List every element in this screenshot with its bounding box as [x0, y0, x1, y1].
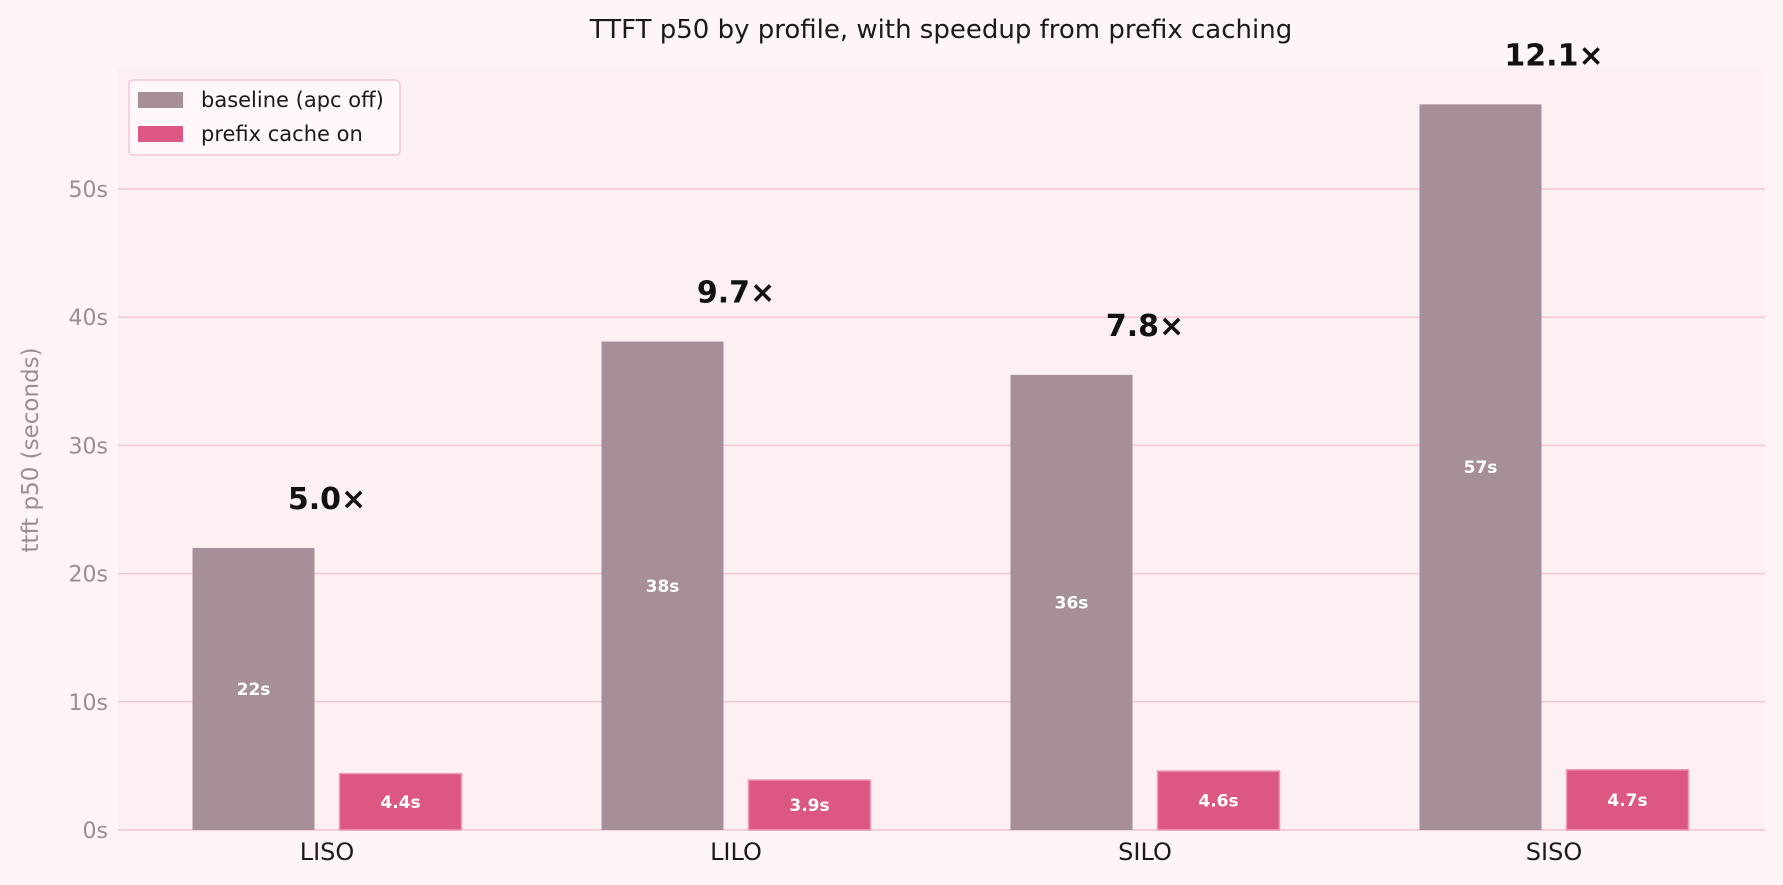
x-tick-label-silo: SILO: [1118, 838, 1172, 866]
bar-prefix-cache-siso: [1565, 768, 1690, 831]
y-tick-label-3: 30s: [69, 434, 108, 459]
bar-prefix-cache-liso: [338, 772, 463, 831]
bar-prefix-cache-lilo: [747, 779, 872, 831]
y-tick-label-4: 40s: [69, 306, 108, 331]
bar-value-label-prefix-cache-lilo: 3.9s: [789, 796, 829, 816]
bar-prefix-cache-silo: [1156, 770, 1281, 831]
bar-value-label-prefix-cache-liso: 4.4s: [380, 793, 420, 813]
speedup-label-siso: 12.1×: [1504, 38, 1603, 73]
bar-value-label-baseline-siso: 57s: [1464, 458, 1498, 478]
legend-label-baseline: baseline (apc off): [201, 88, 384, 112]
legend-box: [128, 79, 401, 156]
speedup-labels: 5.0× 9.7× 7.8× 12.1×: [288, 38, 1604, 517]
legend-swatch-prefix-cache: [138, 126, 183, 142]
x-tick-label-lilo: LILO: [710, 838, 762, 866]
chart-title: TTFT p50 by profile, with speedup from p…: [589, 15, 1292, 45]
legend-label-prefix-cache: prefix cache on: [201, 122, 363, 146]
bar-value-label-prefix-cache-siso: 4.7s: [1607, 791, 1647, 811]
speedup-label-silo: 7.8×: [1106, 309, 1184, 344]
bar-baseline-liso: [192, 547, 315, 830]
x-tick-label-liso: LISO: [300, 838, 355, 866]
y-tick-label-5: 50s: [69, 178, 108, 203]
bar-baseline-lilo: [601, 341, 724, 830]
bar-baseline-silo: [1010, 374, 1133, 830]
legend-swatch-baseline: [138, 92, 183, 108]
x-axis-ticks: LISO LILO SILO SISO: [300, 838, 1583, 866]
y-tick-label-1: 10s: [69, 691, 108, 716]
y-tick-label-2: 20s: [69, 563, 108, 588]
y-tick-label-0: 0s: [83, 819, 108, 844]
legend: baseline (apc off) prefix cache on: [128, 79, 401, 156]
y-axis-ticks: 0s 10s 20s 30s 40s 50s: [69, 178, 108, 844]
speedup-label-lilo: 9.7×: [697, 276, 775, 311]
speedup-label-liso: 5.0×: [288, 482, 366, 517]
bar-value-label-prefix-cache-silo: 4.6s: [1198, 792, 1238, 812]
x-tick-label-siso: SISO: [1526, 838, 1582, 866]
y-axis-label: ttft p50 (seconds): [18, 347, 44, 552]
bar-value-label-baseline-liso: 22s: [237, 680, 271, 700]
bar-value-label-baseline-lilo: 38s: [646, 577, 680, 597]
bar-baseline-siso: [1419, 104, 1542, 830]
bar-value-label-baseline-silo: 36s: [1055, 593, 1089, 613]
bars: 22s 4.4s 38s 3.9s 36s 4.6s 57s 4.7s: [192, 104, 1690, 831]
